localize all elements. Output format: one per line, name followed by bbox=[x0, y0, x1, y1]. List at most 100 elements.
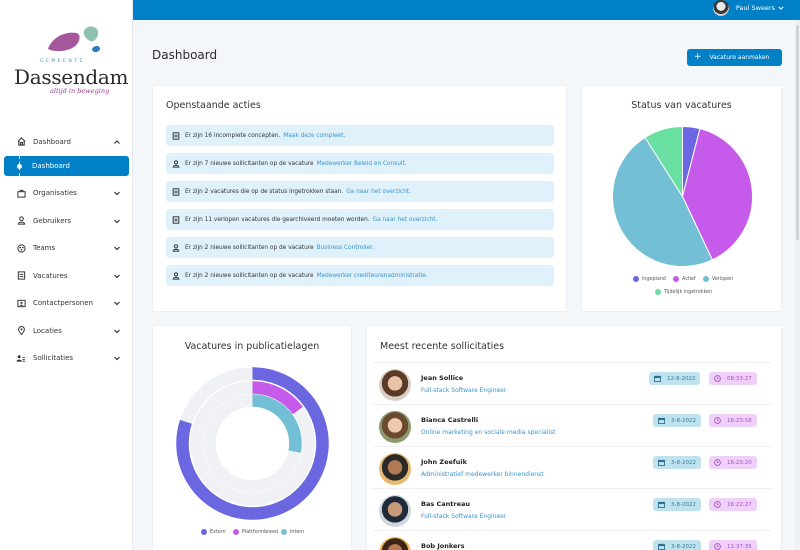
open-actions-list: Er zijn 16 incomplete concepten. Maak de… bbox=[166, 125, 554, 293]
time-badge: 16:23:58 bbox=[709, 414, 757, 427]
recent-applications-title: Meest recente sollicitaties bbox=[380, 341, 505, 352]
date-text: 3-8-2022 bbox=[671, 459, 696, 466]
applicant-name: John Zeefuik bbox=[421, 458, 467, 466]
user-icon bbox=[172, 271, 180, 280]
location-pin-icon bbox=[16, 326, 26, 336]
action-item: Er zijn 11 verlopen vacatures die gearch… bbox=[166, 209, 554, 230]
legend-dot bbox=[673, 276, 679, 282]
action-text: Er zijn 2 nieuwe sollicitanten op de vac… bbox=[185, 244, 314, 251]
logo-name: Dassendam bbox=[14, 65, 129, 89]
avatar bbox=[379, 453, 411, 485]
chevron-up-icon bbox=[114, 139, 120, 144]
sidebar-item-label: Contactpersonen bbox=[33, 299, 93, 308]
action-item: Er zijn 7 nieuwe sollicitanten op de vac… bbox=[166, 153, 554, 174]
user-menu[interactable]: Paul Sweers bbox=[712, 0, 784, 16]
legend-item-verlopen[interactable]: Verlopen bbox=[703, 276, 733, 282]
page-scrollbar[interactable] bbox=[795, 20, 800, 550]
application-row[interactable]: John Zeefuik Administratief medewerker b… bbox=[372, 446, 772, 488]
action-item: Er zijn 2 vacatures die op de status ing… bbox=[166, 181, 554, 202]
avatar bbox=[379, 537, 411, 550]
action-link[interactable]: Ga naar het overzicht. bbox=[346, 188, 411, 195]
plus-icon: + bbox=[694, 52, 702, 62]
sidebar-item-dashboard[interactable]: Dashboard bbox=[0, 128, 133, 156]
chevron-down-icon bbox=[114, 246, 120, 251]
applicant-name: Bob Jonkers bbox=[421, 542, 465, 550]
radial-bar-plattformbreed[interactable] bbox=[252, 381, 303, 415]
application-row[interactable]: Bob Jonkers 3-8-2022 11:37:35 bbox=[372, 530, 772, 550]
date-text: 3-8-2022 bbox=[671, 501, 696, 508]
application-row[interactable]: Jean Sollice Full-stack Software Enginee… bbox=[372, 362, 772, 404]
time-text: 16:23:58 bbox=[727, 417, 752, 424]
legend-item-intern[interactable]: Intern bbox=[281, 529, 304, 535]
calendar-icon bbox=[658, 459, 665, 466]
sidebar-item-organisaties[interactable]: Organisaties bbox=[0, 180, 133, 208]
radial-bar-extern[interactable] bbox=[176, 367, 329, 520]
application-row[interactable]: Bas Cantreau Full-stack Software Enginee… bbox=[372, 488, 772, 530]
sidebar-item-sollicitaties[interactable]: Sollicitaties bbox=[0, 345, 133, 373]
sidebar-item-label: Sollicitaties bbox=[33, 354, 74, 363]
date-badge: 3-8-2022 bbox=[653, 414, 701, 427]
recent-applications-list: Jean Sollice Full-stack Software Enginee… bbox=[372, 362, 772, 550]
legend-item-extern[interactable]: Extern bbox=[201, 529, 226, 535]
applicant-job-link[interactable]: Online marketing en sociale media specia… bbox=[421, 429, 556, 436]
applicant-job-link[interactable]: Full-stack Software Engineer bbox=[421, 387, 507, 394]
action-link[interactable]: Medewerker crediteurenadministratie. bbox=[316, 272, 428, 279]
pie-slice-actief[interactable] bbox=[681, 128, 753, 261]
user-name: Paul Sweers bbox=[735, 4, 775, 12]
legend-dot bbox=[633, 276, 639, 282]
legend-label: Extern bbox=[210, 529, 226, 535]
chevron-down-icon bbox=[114, 301, 120, 306]
logo[interactable]: GEMEENTE Dassendam altijd in beweging bbox=[10, 25, 129, 100]
radial-bar-intern[interactable] bbox=[252, 394, 302, 453]
chevron-down-icon bbox=[114, 356, 120, 361]
clock-icon bbox=[714, 501, 721, 508]
recent-applications-card: Meest recente sollicitaties Jean Sollice… bbox=[366, 325, 782, 550]
sidebar-item-teams[interactable]: Teams bbox=[0, 235, 133, 263]
legend-label: Verlopen bbox=[712, 276, 734, 282]
chevron-down-icon bbox=[114, 329, 120, 334]
publication-chart-title: Vacatures in publicatielagen bbox=[184, 341, 320, 352]
page-title: Dashboard bbox=[152, 48, 218, 62]
create-vacancy-label: Vacature aanmaken bbox=[709, 54, 770, 61]
action-text: Er zijn 2 vacatures die op de status ing… bbox=[185, 188, 344, 195]
logo-tagline: altijd in beweging bbox=[50, 87, 110, 95]
action-link[interactable]: Business Controller. bbox=[316, 244, 374, 251]
applicant-job-link[interactable]: Administratief medewerker binnendienst bbox=[421, 471, 544, 478]
application-row[interactable]: Bianca Castrelli Online marketing en soc… bbox=[372, 404, 772, 446]
pie-slice-verlopen[interactable] bbox=[612, 136, 713, 267]
publication-radial-chart[interactable] bbox=[175, 366, 330, 521]
action-text: Er zijn 7 nieuwe sollicitanten op de vac… bbox=[185, 160, 314, 167]
sidebar-item-locaties[interactable]: Locaties bbox=[0, 317, 133, 345]
applicant-job-link[interactable]: Full-stack Software Engineer bbox=[421, 513, 507, 520]
action-link[interactable]: Ga naar het overzicht. bbox=[372, 216, 438, 223]
applicant-name: Bas Cantreau bbox=[421, 500, 470, 508]
status-pie-chart[interactable] bbox=[612, 126, 753, 267]
legend-item-actief[interactable]: Actief bbox=[673, 276, 696, 282]
sidebar-item-gebruikers[interactable]: Gebruikers bbox=[0, 207, 133, 235]
avatar bbox=[379, 495, 411, 527]
legend-item-plattformbreed[interactable]: Plattformbreed bbox=[233, 529, 278, 535]
action-link[interactable]: Maak deze compleet. bbox=[283, 132, 346, 139]
team-icon bbox=[16, 243, 26, 253]
sidebar-item-label: Dashboard bbox=[33, 137, 71, 146]
sidebar-subitem-dashboard[interactable]: Dashboard bbox=[4, 155, 129, 176]
scrollbar-thumb[interactable] bbox=[796, 25, 799, 240]
user-icon bbox=[16, 216, 26, 226]
legend-item-ingepland[interactable]: Ingepland bbox=[633, 276, 666, 282]
calendar-icon bbox=[658, 417, 665, 424]
sidebar: GEMEENTE Dassendam altijd in beweging Da… bbox=[0, 0, 133, 550]
chevron-down-icon bbox=[778, 6, 784, 10]
date-badge: 3-8-2022 bbox=[653, 456, 701, 469]
legend-item-tijdelijk-ingetrokken[interactable]: Tijdelijk ingetrokken bbox=[655, 289, 712, 295]
pie-slice-tijdelijk-ingetrokken[interactable] bbox=[644, 126, 683, 199]
calendar-icon bbox=[658, 543, 665, 550]
legend-label: Plattformbreed bbox=[242, 529, 278, 535]
action-link[interactable]: Medewerker Beleid en Consult. bbox=[316, 160, 407, 167]
sidebar-item-contactpersonen[interactable]: Contactpersonen bbox=[0, 290, 133, 318]
action-text: Er zijn 11 verlopen vacatures die gearch… bbox=[185, 216, 370, 223]
action-item: Er zijn 16 incomplete concepten. Maak de… bbox=[166, 125, 554, 146]
chevron-down-icon bbox=[114, 274, 120, 279]
sidebar-item-vacatures[interactable]: Vacatures bbox=[0, 262, 133, 290]
legend-label: Tijdelijk ingetrokken bbox=[664, 289, 713, 295]
create-vacancy-button[interactable]: + Vacature aanmaken bbox=[687, 49, 782, 66]
